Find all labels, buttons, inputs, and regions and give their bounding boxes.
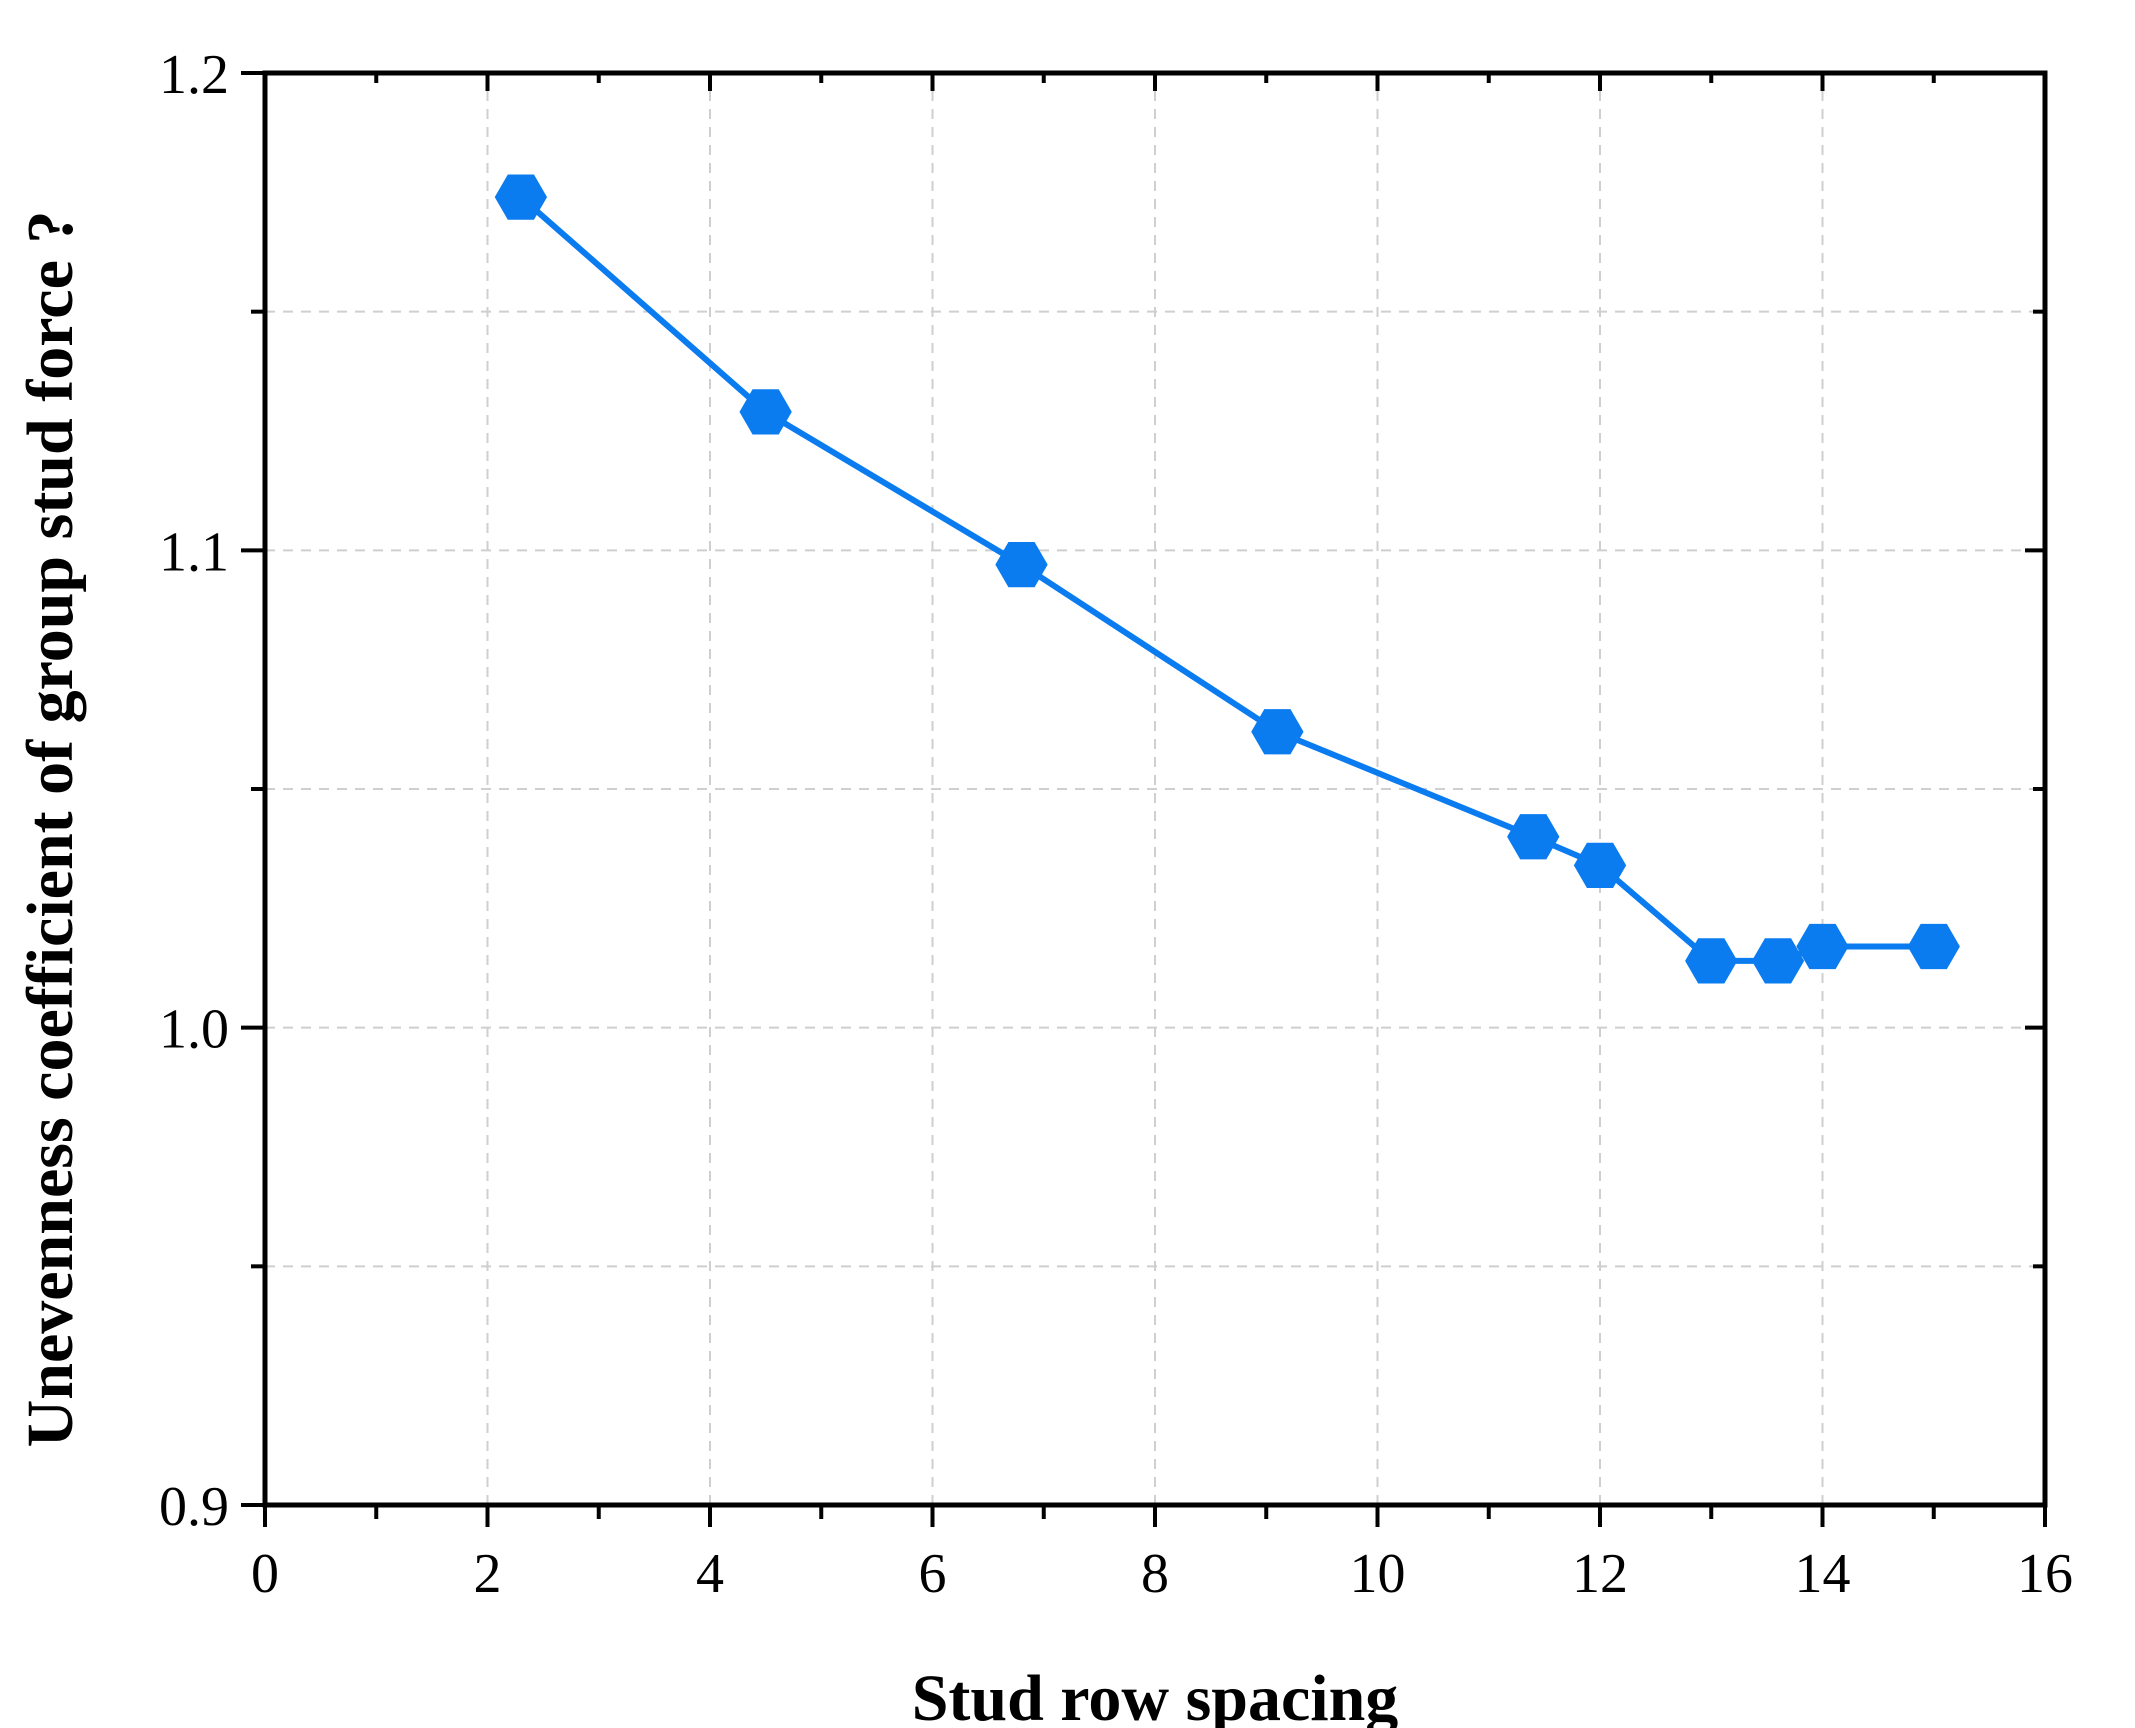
y-axis-title: Unevenness coefficient of group stud for… bbox=[14, 211, 87, 1448]
data-point bbox=[1251, 709, 1304, 755]
grid bbox=[265, 73, 2045, 1505]
data-point bbox=[1507, 814, 1560, 860]
x-tick-label: 0 bbox=[251, 1543, 279, 1605]
data-point bbox=[1573, 842, 1627, 889]
data-point bbox=[739, 389, 792, 435]
series-line bbox=[518, 194, 1934, 964]
data-point bbox=[1751, 938, 1805, 984]
series-layer bbox=[494, 174, 1960, 984]
x-tick-label: 12 bbox=[1572, 1543, 1628, 1605]
data-point bbox=[1907, 923, 1960, 970]
x-tick-label: 10 bbox=[1350, 1543, 1406, 1605]
x-tick-label: 4 bbox=[696, 1543, 724, 1605]
ticks: 0 2 4 6 8 10 12 14 16 0.9 1.0 1.1 1.2 bbox=[159, 44, 2073, 1605]
x-tick-label: 16 bbox=[2017, 1543, 2073, 1605]
x-tick-label: 8 bbox=[1141, 1543, 1169, 1605]
x-tick-label: 2 bbox=[474, 1543, 502, 1605]
data-point bbox=[995, 542, 1048, 588]
x-tick-label: 14 bbox=[1795, 1543, 1851, 1605]
x-tick-label: 6 bbox=[919, 1543, 947, 1605]
y-tick-label: 1.1 bbox=[159, 521, 229, 583]
data-point bbox=[1796, 923, 1849, 970]
y-tick-label: 0.9 bbox=[159, 1476, 229, 1538]
y-tick-label: 1.2 bbox=[159, 44, 229, 106]
x-axis-title: Stud row spacing bbox=[912, 1662, 1399, 1728]
data-point bbox=[1685, 938, 1738, 984]
data-point bbox=[494, 174, 548, 220]
y-tick-label: 1.0 bbox=[159, 999, 229, 1061]
